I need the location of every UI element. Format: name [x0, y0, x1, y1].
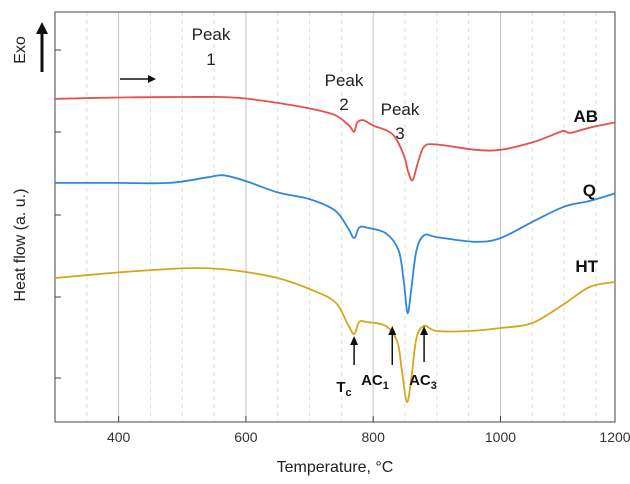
series-label-ab: AB	[573, 107, 598, 126]
series-line-ab	[54, 96, 616, 182]
series-group: AB Q HT	[54, 96, 616, 403]
peak-number: 1	[206, 50, 215, 69]
marker-label-main: T	[336, 379, 345, 396]
marker-arrow-head	[420, 326, 429, 335]
heating-direction-arrow	[120, 75, 156, 83]
marker-label-main: AC	[409, 372, 431, 389]
series-line-q	[55, 174, 616, 315]
peak-label: Peak	[381, 100, 420, 119]
peak-number: 2	[339, 95, 348, 114]
grid	[86, 12, 597, 422]
peak-label: Peak	[325, 71, 364, 90]
marker-label: Tc	[336, 379, 351, 399]
x-tick-label: 400	[107, 429, 131, 445]
exo-arrow	[36, 22, 48, 72]
marker-arrow-head	[350, 336, 359, 345]
exo-label: Exo	[12, 36, 29, 64]
y-ticks	[55, 49, 61, 379]
marker-label: AC3	[409, 372, 437, 392]
x-tick-label: 800	[362, 429, 386, 445]
marker-arrow-head	[388, 326, 397, 335]
marker-label-sub: 1	[383, 380, 389, 392]
x-ticks: 400 600 800 1000 1200	[107, 416, 630, 445]
x-tick-label: 600	[234, 429, 258, 445]
plot-frame	[54, 11, 616, 423]
peak-number: 3	[395, 124, 404, 143]
peak-label: Peak	[192, 25, 231, 44]
marker-label-sub: c	[346, 387, 352, 399]
marker-label-sub: 3	[431, 380, 437, 392]
x-tick-label: 1200	[599, 429, 630, 445]
y-axis-title: Heat flow (a. u.)	[12, 189, 29, 302]
exo-arrow-head	[36, 22, 48, 34]
heating-arrow-head	[148, 75, 156, 83]
series-label-ht: HT	[575, 257, 598, 276]
x-tick-label: 1000	[485, 429, 516, 445]
marker-label: AC1	[361, 372, 389, 392]
x-axis-title: Temperature, °C	[277, 459, 394, 476]
series-line-ht	[54, 267, 616, 403]
marker-label-main: AC	[361, 372, 383, 389]
series-label-q: Q	[583, 181, 596, 200]
